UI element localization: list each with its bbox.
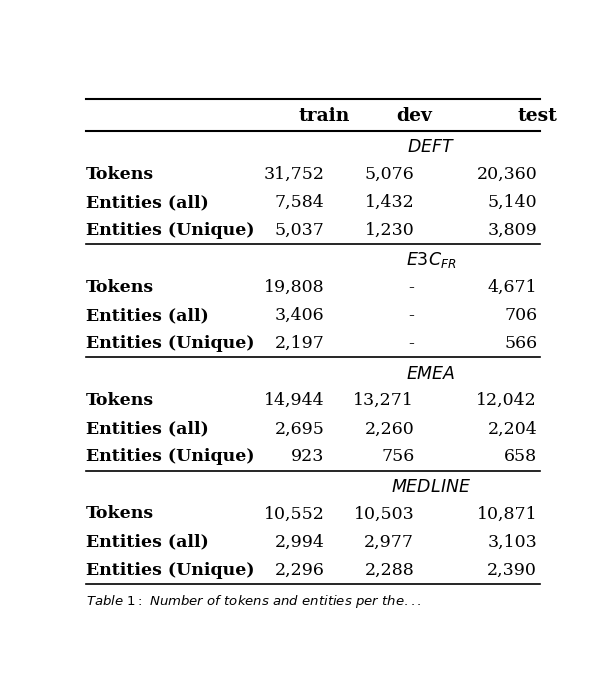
Text: 12,042: 12,042 [476,392,537,409]
Text: Tokens: Tokens [85,506,154,522]
Text: 756: 756 [381,448,414,465]
Text: 658: 658 [504,448,537,465]
Text: $\mathit{MEDLINE}$: $\mathit{MEDLINE}$ [391,478,471,495]
Text: 1,230: 1,230 [365,222,414,239]
Text: 13,271: 13,271 [353,392,414,409]
Text: 3,103: 3,103 [487,534,537,551]
Text: 1,432: 1,432 [365,194,414,211]
Text: Tokens: Tokens [85,392,154,409]
Text: train: train [299,107,350,125]
Text: -: - [408,307,414,324]
Text: 3,809: 3,809 [487,222,537,239]
Text: Tokens: Tokens [85,279,154,296]
Text: 5,037: 5,037 [274,222,325,239]
Text: Entities (all): Entities (all) [85,421,209,437]
Text: 20,360: 20,360 [476,166,537,183]
Text: 7,584: 7,584 [274,194,325,211]
Text: 5,140: 5,140 [487,194,537,211]
Text: Entities (Unique): Entities (Unique) [85,448,254,465]
Text: 2,695: 2,695 [274,421,325,437]
Text: 2,994: 2,994 [274,534,325,551]
Text: $\mathit{EMEA}$: $\mathit{EMEA}$ [406,365,456,383]
Text: 14,944: 14,944 [264,392,325,409]
Text: 2,204: 2,204 [487,421,537,437]
Text: 2,977: 2,977 [364,534,414,551]
Text: 10,871: 10,871 [476,506,537,522]
Text: 4,671: 4,671 [487,279,537,296]
Text: 2,390: 2,390 [487,561,537,578]
Text: Entities (Unique): Entities (Unique) [85,335,254,353]
Text: 566: 566 [504,335,537,353]
Text: 3,406: 3,406 [275,307,325,324]
Text: 2,260: 2,260 [365,421,414,437]
Text: Entities (all): Entities (all) [85,194,209,211]
Text: -: - [408,279,414,296]
Text: 10,552: 10,552 [264,506,325,522]
Text: $\mathit{Table\ 1{:}\ Number\ of\ tokens\ and\ entities\ per\ the...}$: $\mathit{Table\ 1{:}\ Number\ of\ tokens… [85,593,422,610]
Text: 2,197: 2,197 [274,335,325,353]
Text: 2,296: 2,296 [274,561,325,578]
Text: 19,808: 19,808 [264,279,325,296]
Text: 706: 706 [504,307,537,324]
Text: 923: 923 [291,448,325,465]
Text: 2,288: 2,288 [365,561,414,578]
Text: Entities (all): Entities (all) [85,307,209,324]
Text: -: - [408,335,414,353]
Text: Entities (Unique): Entities (Unique) [85,561,254,578]
Text: 5,076: 5,076 [365,166,414,183]
Text: 10,503: 10,503 [354,506,414,522]
Text: $\mathit{DEFT}$: $\mathit{DEFT}$ [407,138,455,156]
Text: dev: dev [396,107,432,125]
Text: 31,752: 31,752 [264,166,325,183]
Text: Entities (Unique): Entities (Unique) [85,222,254,239]
Text: Entities (all): Entities (all) [85,534,209,551]
Text: Tokens: Tokens [85,166,154,183]
Text: test: test [517,107,557,125]
Text: $\mathit{E3C_{FR}}$: $\mathit{E3C_{FR}}$ [406,251,456,270]
